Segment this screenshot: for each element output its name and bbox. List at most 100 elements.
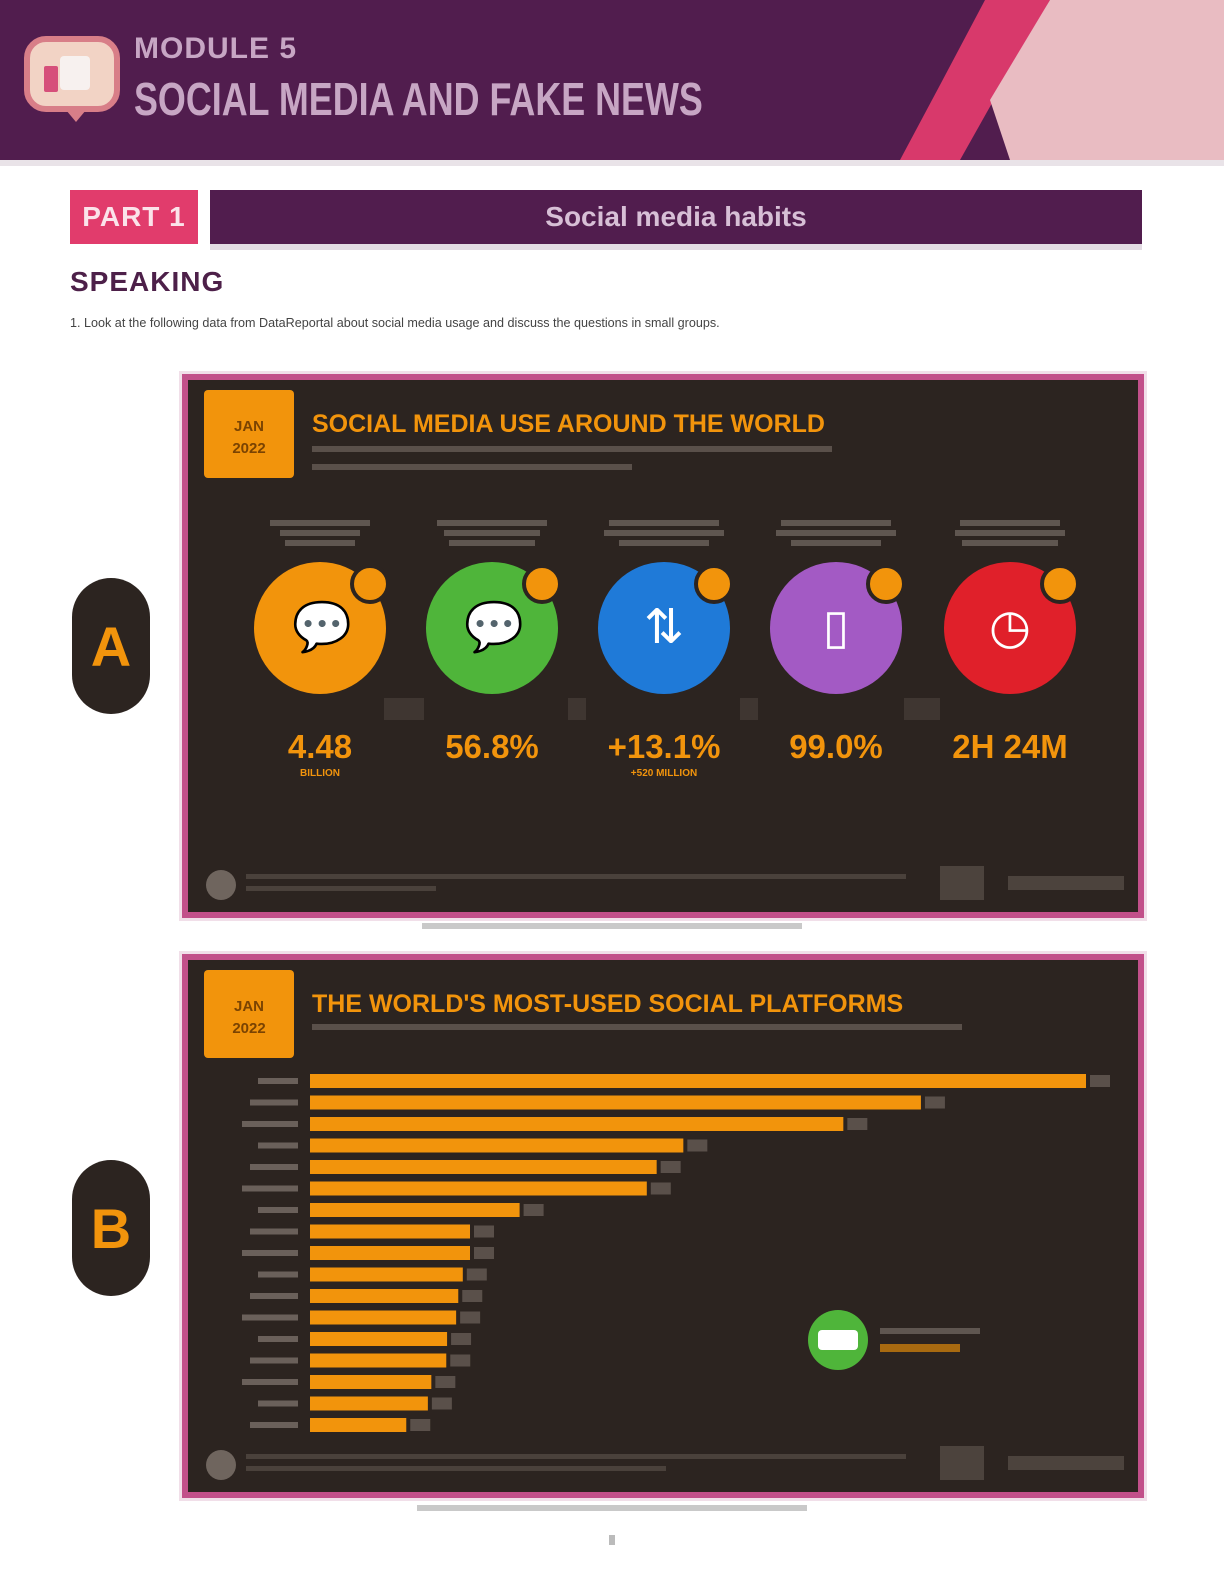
source-note (246, 874, 906, 879)
stat-value: 99.0% (789, 728, 883, 765)
bar-label (250, 1422, 298, 1428)
stat-sub: +520 MILLION (630, 768, 698, 779)
stat-annual-growth: ⇅ +13.1% +520 MILLION (584, 516, 744, 779)
header-divider (0, 160, 1224, 166)
stat-circle: 💬 (254, 562, 390, 694)
connector (568, 698, 586, 720)
chat-bubbles-icon: 💬 (464, 601, 524, 654)
bar (310, 1332, 448, 1346)
bar (310, 1160, 657, 1174)
source-icon (206, 870, 236, 900)
stat-circle: ⇅ (598, 562, 734, 694)
stat-value: 4.48 (287, 728, 353, 765)
panel-subtitle (312, 446, 832, 452)
stat-circle: 💬 (426, 562, 562, 694)
bar (310, 1117, 844, 1131)
stat-value: 2H 24M (952, 728, 1068, 765)
badge-month: JAN (233, 998, 264, 1015)
bar (310, 1267, 463, 1282)
page-number (0, 1534, 1224, 1548)
bar-label (258, 1078, 298, 1084)
module-header: MODULE 5 SOCIAL MEDIA AND FAKE NEWS (0, 0, 1224, 160)
bar-value-label (523, 1204, 544, 1216)
bar-value-label (460, 1311, 481, 1324)
bar (310, 1418, 407, 1432)
connector (904, 698, 940, 720)
bar (310, 1138, 684, 1153)
bar-value-label (660, 1161, 681, 1173)
bar-value-label (466, 1268, 487, 1281)
stat-label (930, 516, 1090, 562)
stat-label (412, 516, 572, 562)
bar-value-label (474, 1225, 494, 1238)
bar (310, 1095, 921, 1110)
panel-b-caption (0, 1504, 1224, 1513)
date-badge: JAN 2022 (204, 970, 294, 1058)
arrows-icon: ⇅ (643, 601, 685, 654)
stat-mobile-access: ▯ 99.0% (756, 516, 916, 768)
bar (310, 1353, 447, 1368)
bar-label (242, 1379, 298, 1385)
bar (310, 1181, 647, 1196)
bar-label (250, 1099, 298, 1106)
stat-label (240, 516, 400, 562)
bar (310, 1289, 459, 1303)
bar (310, 1203, 520, 1217)
panel-social-media-use: JAN 2022 SOCIAL MEDIA USE AROUND THE WOR… (182, 374, 1144, 918)
legend-value (880, 1344, 960, 1352)
badge-icon (522, 564, 562, 604)
badge-icon (1040, 564, 1080, 604)
we-are-social-logo (940, 866, 984, 900)
stat-value: 56.8% (445, 728, 539, 765)
badge-year: 2022 (232, 1020, 266, 1037)
bar-value-label (924, 1096, 945, 1109)
bar-label (258, 1400, 298, 1407)
bar (310, 1246, 470, 1260)
bar-label (258, 1142, 298, 1149)
bar (310, 1224, 470, 1239)
bar-label (250, 1293, 298, 1299)
module-title: SOCIAL MEDIA AND FAKE NEWS (134, 73, 703, 125)
bar-label (242, 1185, 298, 1192)
connector (384, 698, 424, 720)
bar-label (258, 1207, 298, 1213)
thumbs-up-icon (24, 36, 120, 122)
badge-month: JAN (233, 418, 264, 435)
bar (310, 1074, 1086, 1088)
source-note-2 (246, 1466, 666, 1471)
stat-circle: ◷ (944, 562, 1080, 694)
bar-value-label (431, 1397, 452, 1410)
bar-value-label (435, 1376, 456, 1388)
badge-icon (350, 564, 390, 604)
chat-bubbles-icon: 💬 (292, 601, 352, 654)
bar-value-label (450, 1354, 471, 1367)
source-note (246, 1454, 906, 1459)
bar (310, 1375, 432, 1389)
stat-share-population: 💬 56.8% (412, 516, 572, 768)
panel-note (312, 464, 632, 470)
panel-subtitle (312, 1024, 962, 1030)
panel-a-caption (0, 922, 1224, 931)
mobile-icon: ▯ (822, 601, 850, 654)
legend-icon (808, 1310, 868, 1370)
bar-label (250, 1357, 298, 1364)
bar-value-label (1090, 1075, 1110, 1087)
stat-value: +13.1% (607, 728, 721, 765)
bar-value-label (847, 1118, 868, 1130)
bar-value-label (451, 1333, 472, 1345)
stat-label (756, 516, 916, 562)
source-icon (206, 1450, 236, 1480)
bar-label (258, 1336, 298, 1342)
part-heading: Social media habits (210, 190, 1142, 244)
clock-icon: ◷ (989, 601, 1031, 654)
stat-label (584, 516, 744, 562)
panel-letter-a: A (72, 578, 150, 714)
bar-value-label (474, 1247, 494, 1259)
hootsuite-logo (1008, 876, 1124, 890)
bar-label (258, 1271, 298, 1278)
part-tag: PART 1 (70, 190, 198, 244)
stat-circle: ▯ (770, 562, 906, 694)
bar-value-label (462, 1290, 483, 1302)
bar-value-label (650, 1182, 671, 1195)
bar-label (242, 1314, 298, 1321)
